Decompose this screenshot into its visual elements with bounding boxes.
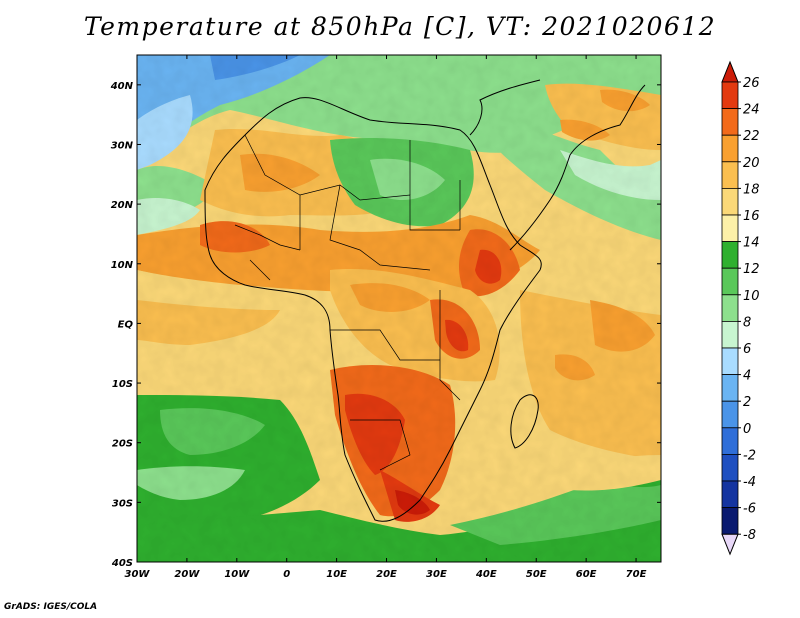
lat-tick-label: 10N [111, 260, 134, 271]
lon-tick-label: 70E [626, 569, 647, 580]
map-title: Temperature at 850hPa [C], VT: 202102061… [83, 12, 717, 41]
colorbar-label: -6 [743, 502, 756, 517]
colorbar-label: 10 [743, 289, 760, 304]
colorbar-label: 16 [743, 209, 760, 224]
lat-tick-label: 20N [111, 200, 134, 211]
colorbar-label: 22 [743, 129, 760, 144]
colorbar-swatch [721, 161, 739, 189]
colorbar-swatch [721, 427, 739, 455]
colorbar-swatch [721, 187, 739, 216]
lon-tick-label: 50E [526, 569, 547, 580]
colorbar-label: 0 [743, 422, 751, 437]
lat-tick-labels: 40N 30N 20N 10N EQ 10S 20S 30S 40S [110, 81, 661, 569]
colorbar-label: 4 [743, 369, 751, 384]
colorbar-swatch [721, 214, 739, 243]
colorbar-swatch [721, 507, 739, 535]
colorbar-label: -8 [743, 528, 756, 543]
temperature-field [137, 55, 661, 562]
colorbar-swatch [721, 81, 739, 110]
colorbar-swatch [721, 347, 739, 376]
lat-tick-label: 20S [112, 439, 133, 450]
colorbar-label: 20 [743, 156, 760, 171]
lat-tick-label: 30N [111, 140, 134, 151]
coastlines [204, 79, 646, 522]
colorbar-swatch [721, 320, 739, 349]
lon-tick-label: 20E [376, 569, 397, 580]
colorbar-swatch [721, 400, 739, 429]
lon-tick-label: 30W [125, 569, 151, 580]
colorbar-swatch [721, 480, 739, 509]
lat-tick-label: 40S [111, 558, 133, 569]
colorbar-label: 18 [743, 182, 760, 197]
lon-tick-label: 10E [326, 569, 347, 580]
lon-tick-label: 0 [283, 569, 290, 580]
colorbar-label: -2 [743, 448, 756, 463]
lat-tick-label: 10S [112, 379, 133, 390]
colorbar-swatch [721, 294, 739, 322]
lat-tick-label: 40N [110, 81, 134, 92]
country-borders [234, 134, 461, 471]
colorbar-swatch [721, 267, 739, 296]
colorbar-label: 6 [743, 342, 751, 357]
colorbar-label: 12 [743, 262, 760, 277]
colorbar-label: 24 [743, 103, 760, 118]
credit-label: GrADS: IGES/COLA [4, 602, 98, 612]
colorbar-label: 14 [743, 236, 760, 251]
colorbar-swatch [721, 374, 739, 402]
lon-tick-label: 20W [174, 569, 200, 580]
colorbar-swatch [721, 134, 739, 163]
colorbar-swatch [721, 241, 739, 269]
lon-tick-labels: 30W 20W 10W 0 10E 20E 30E 40E 50E 60E 70E [125, 55, 647, 580]
colorbar-under-triangle [721, 533, 739, 556]
lon-tick-label: 40E [475, 569, 497, 580]
lon-tick-label: 60E [576, 569, 597, 580]
colorbar-label: 2 [743, 395, 751, 410]
colorbar-label: -4 [743, 475, 756, 490]
colorbar-swatch [721, 108, 739, 136]
colorbar-over-triangle [721, 60, 739, 83]
lon-tick-label: 10W [224, 569, 250, 580]
colorbar-label: 8 [743, 315, 751, 330]
lat-tick-label: EQ [118, 319, 134, 330]
lon-tick-label: 30E [426, 569, 447, 580]
colorbar-swatch [721, 453, 739, 482]
axes: 30W 20W 10W 0 10E 20E 30E 40E 50E 60E 70E 40N 30N 20… [110, 54, 662, 580]
lat-tick-label: 30S [112, 498, 133, 509]
colorbar-label: 26 [743, 76, 760, 91]
